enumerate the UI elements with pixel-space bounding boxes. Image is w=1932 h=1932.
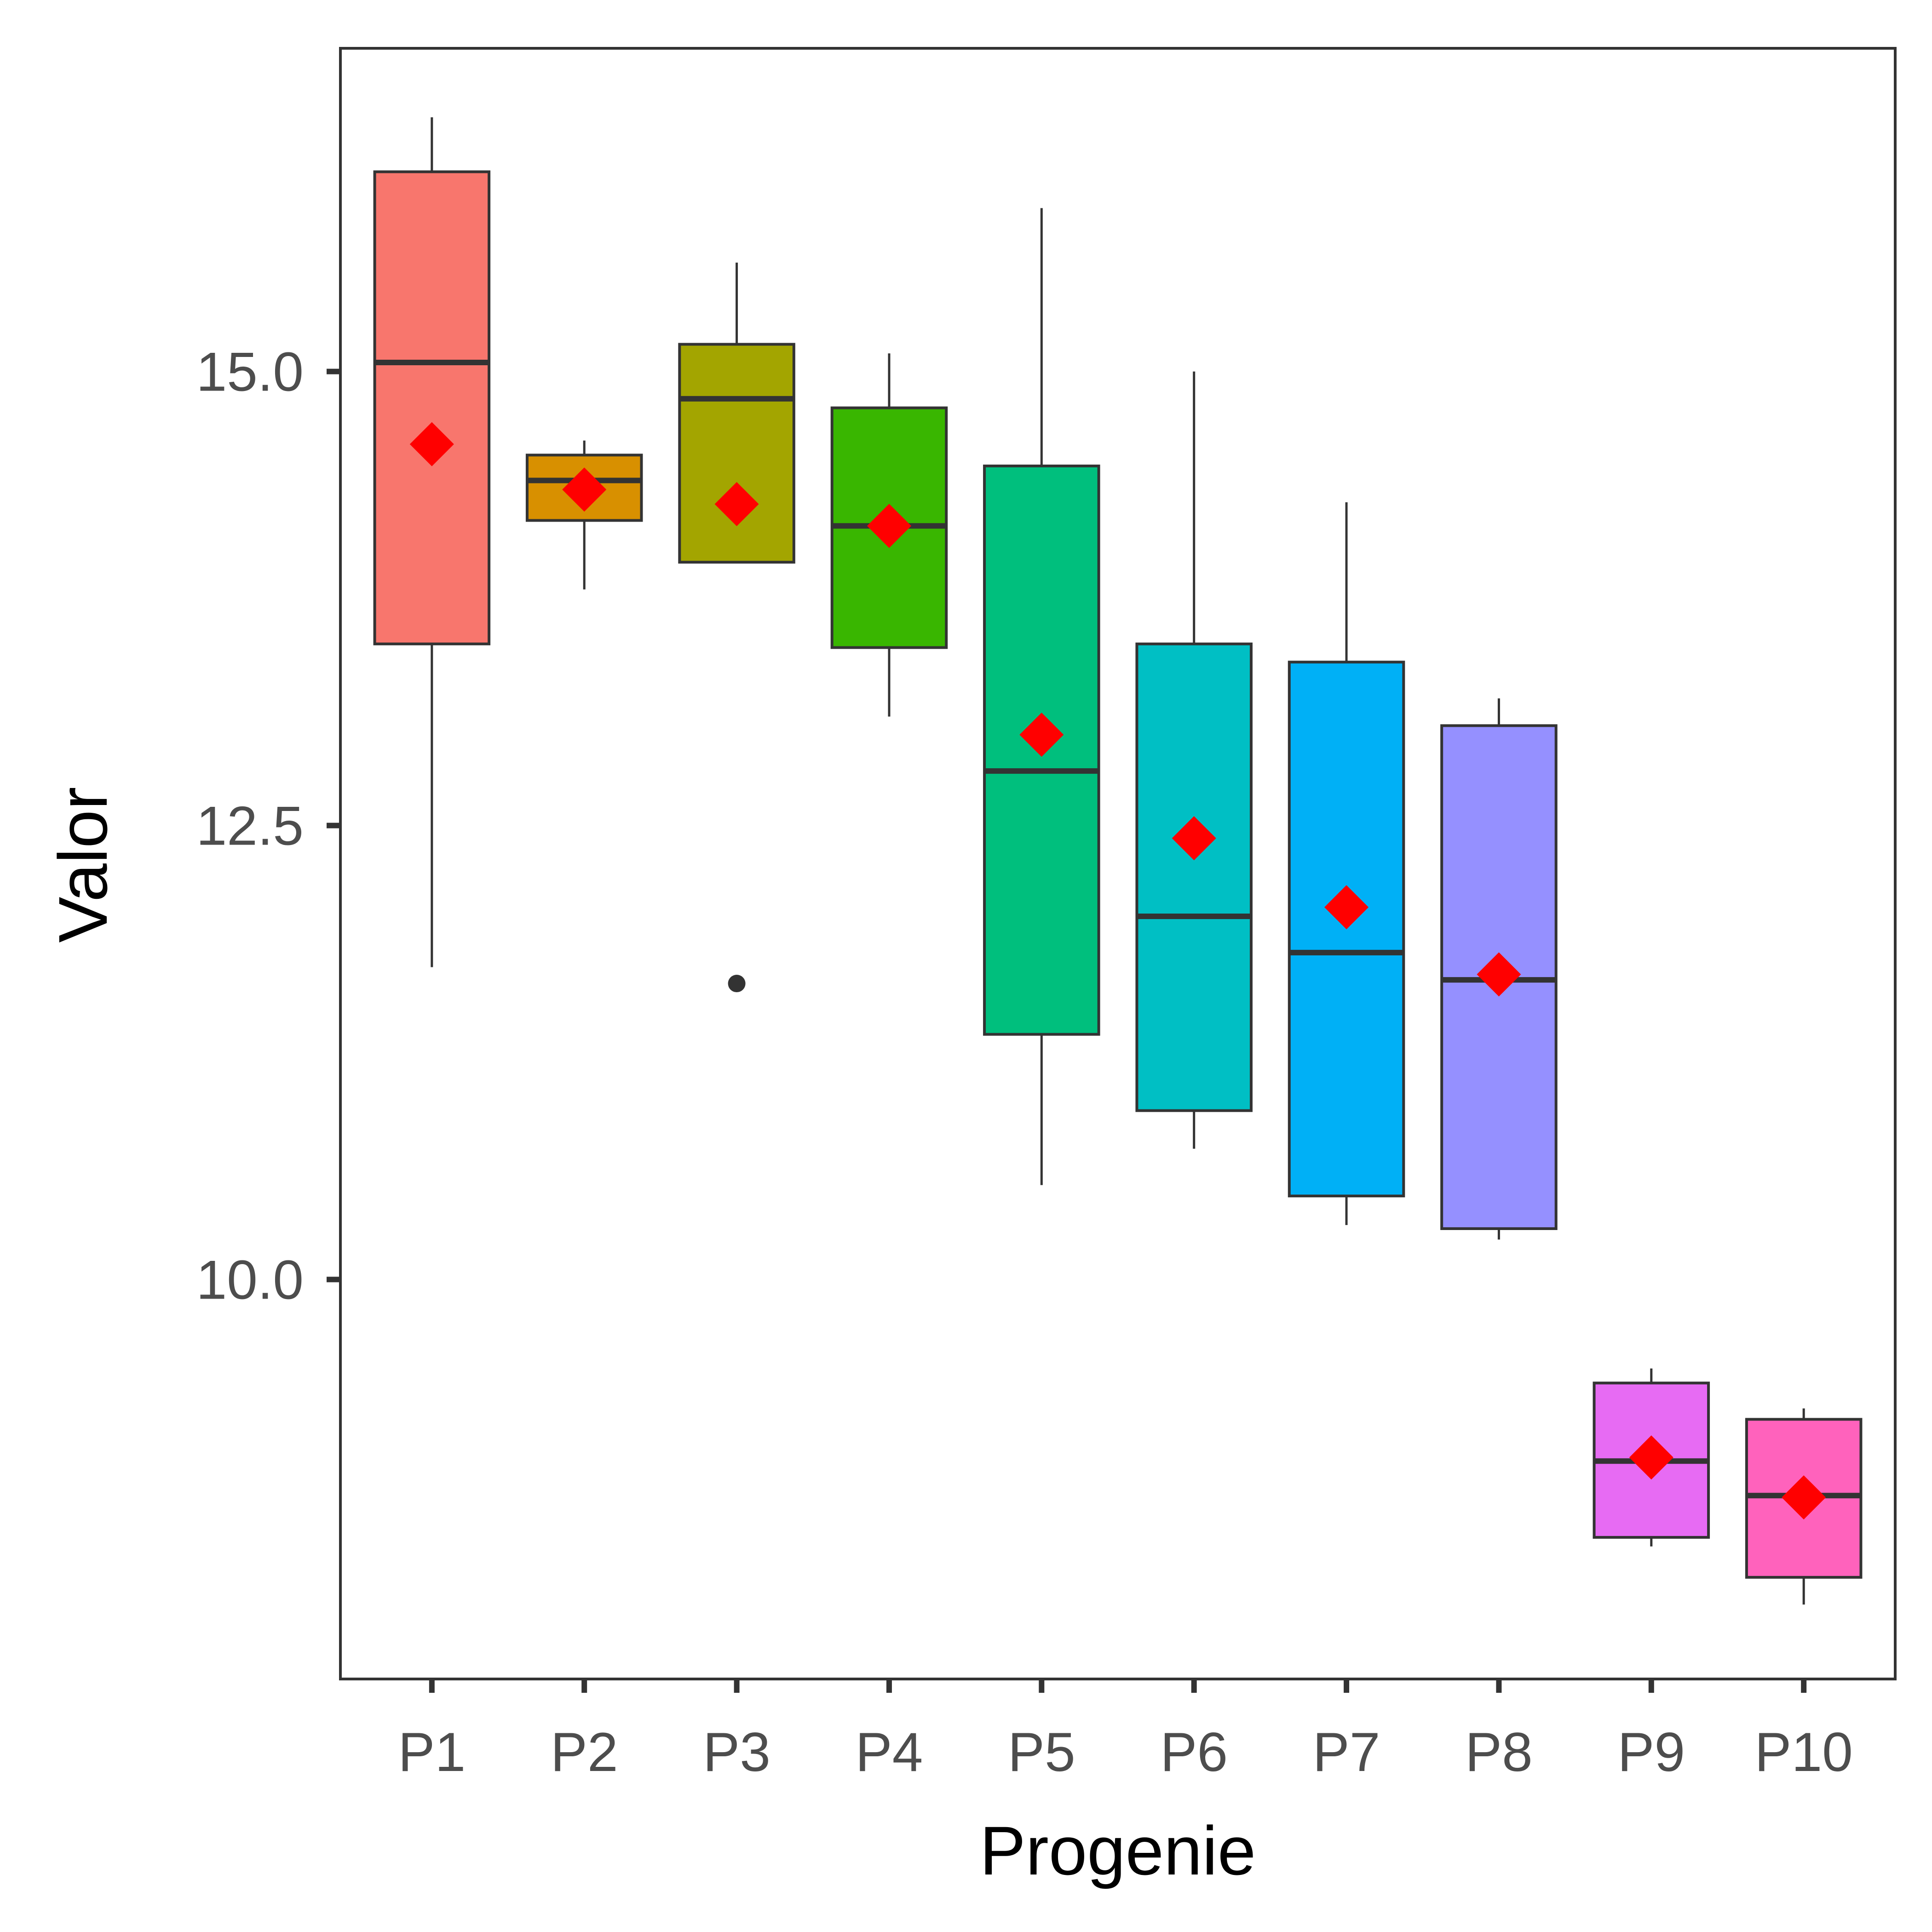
boxes-layer bbox=[373, 117, 1863, 1605]
x-tick-label: P10 bbox=[1754, 1721, 1853, 1783]
box-group-p7 bbox=[1288, 502, 1405, 1225]
x-tick-label: P3 bbox=[703, 1721, 770, 1783]
mean-diamond bbox=[1172, 816, 1216, 861]
box-group-p8 bbox=[1440, 698, 1558, 1240]
y-tick-label: 12.5 bbox=[196, 795, 304, 857]
box-group-p4 bbox=[830, 353, 948, 717]
x-tick-label: P1 bbox=[398, 1721, 466, 1783]
mean-diamond bbox=[1629, 1435, 1673, 1480]
mean-diamond bbox=[714, 482, 759, 526]
box-group-p10 bbox=[1745, 1408, 1863, 1605]
mean-diamond bbox=[1782, 1475, 1826, 1520]
axes-layer: 10.0 12.5 15.0 P1 P2 P3 P4 P5 P6 P7 P8 P9 P10 bbox=[196, 341, 1852, 1783]
box-iqr bbox=[1135, 642, 1253, 1112]
box-iqr bbox=[373, 170, 491, 645]
x-tick-label: P6 bbox=[1160, 1721, 1228, 1783]
x-tick-label: P2 bbox=[551, 1721, 618, 1783]
box-iqr bbox=[678, 343, 795, 564]
mean-diamond bbox=[1324, 885, 1369, 930]
mean-diamond bbox=[867, 504, 911, 548]
x-tick-label: P8 bbox=[1465, 1721, 1533, 1783]
x-axis-title: Progenie bbox=[980, 1812, 1256, 1889]
box-group-p6 bbox=[1135, 371, 1253, 1149]
mean-diamond bbox=[409, 422, 454, 466]
x-tick-label: P5 bbox=[1008, 1721, 1075, 1783]
mean-diamond bbox=[1019, 713, 1064, 757]
box-group-p1 bbox=[373, 117, 491, 967]
plot-panel-border bbox=[339, 47, 1897, 1680]
mean-diamond bbox=[1477, 952, 1521, 997]
y-tick-label: 10.0 bbox=[196, 1249, 304, 1311]
y-axis-title: Valor bbox=[44, 787, 121, 943]
mean-diamond bbox=[562, 467, 607, 512]
outlier-point bbox=[728, 975, 746, 993]
box-group-p3 bbox=[678, 262, 795, 993]
x-tick-label: P4 bbox=[856, 1721, 923, 1783]
box-group-p2 bbox=[525, 440, 643, 590]
box-group-p5 bbox=[983, 208, 1100, 1185]
x-tick-label: P7 bbox=[1313, 1721, 1380, 1783]
box-group-p9 bbox=[1593, 1368, 1710, 1547]
y-tick-label: 15.0 bbox=[196, 341, 304, 403]
x-tick-label: P9 bbox=[1617, 1721, 1685, 1783]
